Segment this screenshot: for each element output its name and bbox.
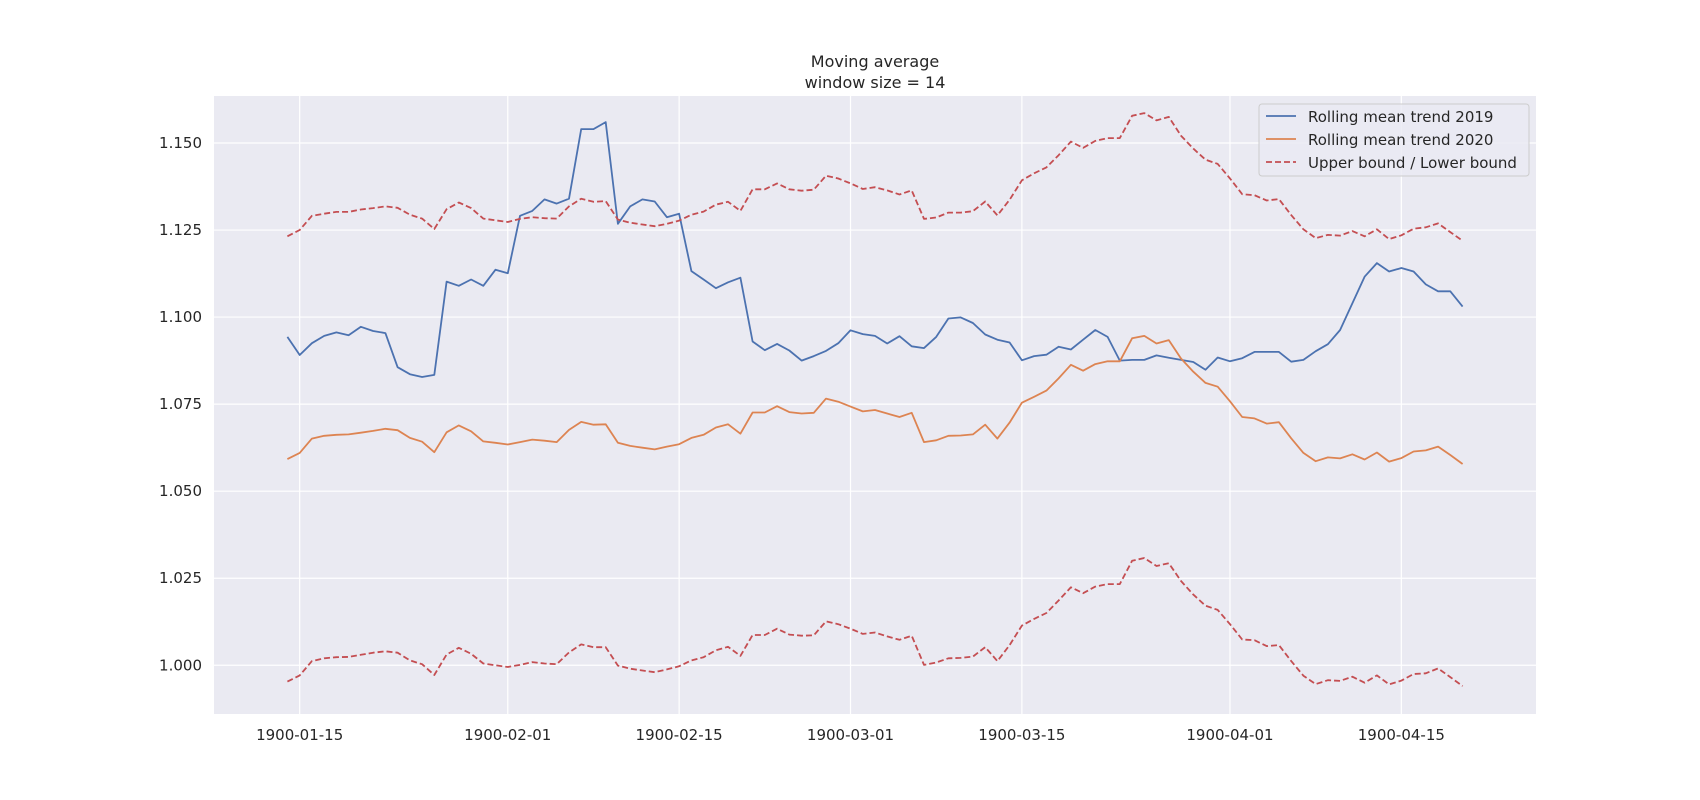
y-tick-label: 1.125 [159, 221, 202, 239]
legend-label-2019[interactable]: Rolling mean trend 2019 [1308, 108, 1493, 126]
chart-title-line-1: Moving average [811, 52, 939, 71]
series-line-rolling-mean-trend-2019 [286, 121, 1464, 378]
grid-lines [214, 96, 1536, 714]
y-tick-label: 1.150 [159, 134, 202, 152]
plot-area [214, 96, 1536, 714]
legend-label-bounds[interactable]: Upper bound / Lower bound [1308, 154, 1517, 172]
legend: Rolling mean trend 2019 Rolling mean tre… [1258, 103, 1530, 177]
y-axis-ticks: 1.000 1.025 1.050 1.075 1.100 1.125 1.150 [159, 134, 202, 674]
x-axis-ticks: 1900-01-15 1900-02-01 1900-02-15 1900-03-01… [256, 726, 1445, 744]
x-tick-label: 1900-02-01 [464, 726, 551, 744]
y-tick-label: 1.000 [159, 656, 202, 674]
x-tick-label: 1900-01-15 [256, 726, 343, 744]
y-tick-label: 1.050 [159, 482, 202, 500]
y-tick-label: 1.075 [159, 395, 202, 413]
legend-box [1258, 103, 1530, 177]
series-line-upper-bound-lower-bound [286, 112, 1464, 242]
x-tick-label: 1900-02-15 [636, 726, 723, 744]
x-tick-label: 1900-03-15 [978, 726, 1065, 744]
chart-title-line-2: window size = 14 [805, 73, 946, 92]
series-line-rolling-mean-trend-2020 [286, 334, 1464, 465]
x-tick-label: 1900-04-01 [1186, 726, 1273, 744]
series-line-lower-bound [286, 557, 1464, 687]
y-tick-label: 1.100 [159, 308, 202, 326]
series-layer [286, 112, 1464, 687]
x-tick-label: 1900-04-15 [1358, 726, 1445, 744]
x-tick-label: 1900-03-01 [807, 726, 894, 744]
legend-label-2020[interactable]: Rolling mean trend 2020 [1308, 131, 1493, 149]
y-tick-label: 1.025 [159, 569, 202, 587]
